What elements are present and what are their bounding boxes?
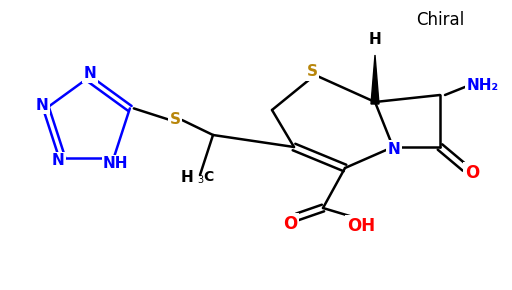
Text: H: H	[181, 171, 194, 186]
Text: Chiral: Chiral	[416, 11, 464, 29]
Text: N: N	[52, 153, 65, 168]
Text: N: N	[83, 66, 96, 81]
Polygon shape	[371, 55, 379, 104]
Text: NH₂: NH₂	[467, 77, 499, 93]
Text: O: O	[283, 215, 297, 233]
Text: O: O	[465, 164, 479, 182]
Text: S: S	[169, 113, 181, 128]
Text: N: N	[36, 98, 49, 113]
Text: H: H	[369, 32, 381, 46]
Text: $_3$C: $_3$C	[197, 170, 215, 186]
Text: N: N	[388, 142, 400, 157]
Text: NH: NH	[103, 156, 129, 171]
Text: OH: OH	[347, 217, 375, 235]
Text: S: S	[307, 64, 317, 79]
